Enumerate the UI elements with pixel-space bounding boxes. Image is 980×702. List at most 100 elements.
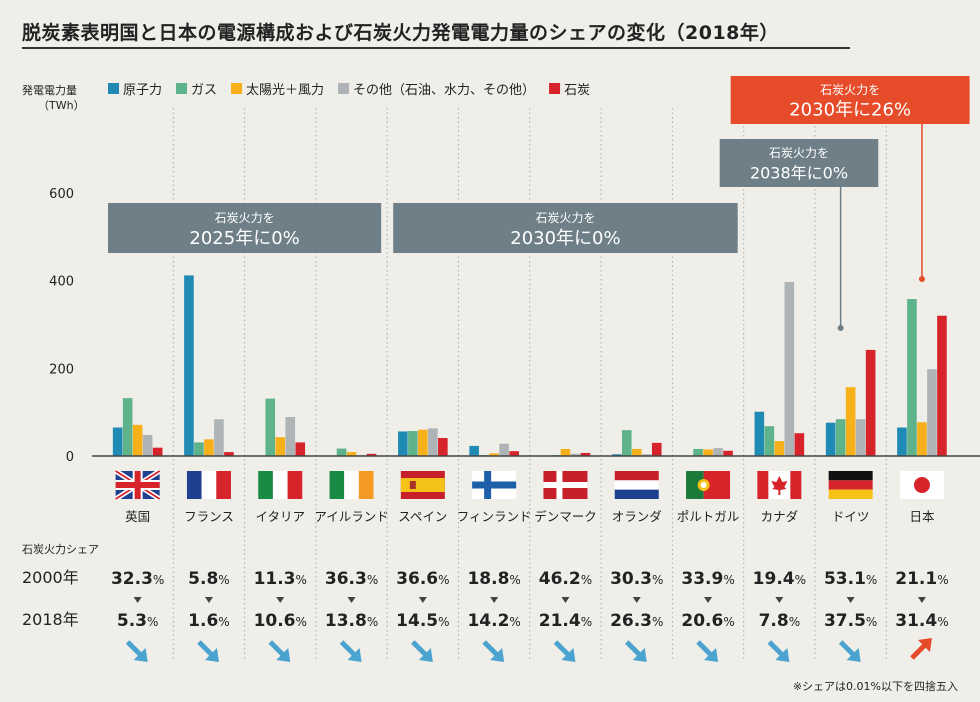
bar [855,419,866,456]
share-2000: 21.1% [895,569,948,589]
bar [275,437,286,456]
down-triangle [347,597,356,603]
flag-germany [828,471,873,499]
legend-swatch [108,83,119,94]
down-triangle [561,597,570,603]
country-label: イタリア [255,509,305,524]
country-label: アイルランド [314,509,388,524]
share-2018: 5.3% [117,611,159,631]
bar [408,431,418,456]
share-2000: 33.9% [681,569,734,589]
trend-arrow-down [553,640,571,657]
trend-arrow-down [411,640,428,657]
trend-arrow-head [561,648,576,662]
bar [897,427,907,456]
bar [346,452,357,456]
down-triangle [632,597,641,603]
bar [366,453,377,456]
legend-swatch [176,83,188,94]
flag-finland [472,471,517,499]
down-triangle [418,597,427,603]
flag-portugal [686,471,731,499]
country-label: ドイツ [832,509,870,524]
trend-arrow-down [838,640,856,657]
trend-arrow-head [347,648,362,662]
annotation-dot [837,325,844,331]
bar [428,428,438,456]
trend-arrow-down [767,640,785,657]
bar [214,419,224,456]
trend-arrow-down [197,640,214,657]
flag-uk [114,468,161,502]
bar [224,452,234,456]
down-triangle [917,597,926,603]
country-label: 日本 [909,509,935,524]
annotation-line1: 石炭火力を [215,211,275,225]
annotation-dot [918,276,925,282]
share-2018: 1.6% [188,611,230,631]
share-2018: 13.8% [325,611,378,631]
annotation-line1: 石炭火力を [820,83,880,97]
trend-arrow-head [418,648,433,662]
bar [937,315,947,456]
down-triangle [276,597,285,603]
bar [865,349,876,456]
share-2000: 19.4% [753,569,806,589]
bar [560,448,571,456]
trend-arrow-down [482,640,499,657]
annotation-box [393,203,738,253]
down-triangle [775,597,784,603]
trend-arrow-head [846,648,861,662]
trend-arrow-down [125,640,143,657]
bar [570,453,581,456]
bar [184,275,194,456]
legend-label: 原子力 [123,83,162,98]
bar [774,441,785,456]
down-triangle [133,597,142,603]
flag-japan [899,471,944,499]
share-2018: 37.5% [824,611,877,631]
annotation-line2: 2030年に26% [789,99,911,120]
annotation-line2: 2038年に0% [750,163,848,182]
legend-label: ガス [191,83,217,98]
bar [641,454,652,456]
legend-label: 石炭 [564,83,590,98]
bar [907,299,917,456]
bar [927,369,937,456]
legend-swatch [338,83,350,94]
bar [112,427,123,456]
bar [489,453,499,456]
title-underline [22,47,850,49]
y-axis-label: 発電電力量 [22,83,77,97]
trend-arrow-down [268,640,286,657]
legend-swatch [549,83,561,94]
country-label: カナダ [761,509,799,524]
share-2000: 11.3% [254,569,307,589]
down-triangle [490,597,499,603]
share-2018: 21.4% [539,611,592,631]
country-label: ポルトガル [677,509,740,524]
flag-canada [757,471,802,499]
bar [580,452,591,456]
bar [336,448,347,456]
trend-arrow-head [204,648,219,662]
bar [611,454,622,456]
bar [204,439,214,456]
row-label-2000: 2000年 [22,568,79,587]
bar [122,398,133,456]
legend-label: 太陽光＋風力 [246,83,324,98]
country-label: フランス [184,509,234,524]
flag-france [186,471,231,499]
country-label: スペイン [398,509,447,524]
country-label: オランダ [612,509,662,524]
legend-swatch [231,83,243,94]
bar [438,438,448,456]
bar [825,422,836,456]
y-tick-label: 200 [49,362,74,377]
bar [651,442,662,456]
bar [835,419,846,456]
annotation-box [719,139,879,187]
bar [845,387,856,456]
bar [784,281,795,456]
